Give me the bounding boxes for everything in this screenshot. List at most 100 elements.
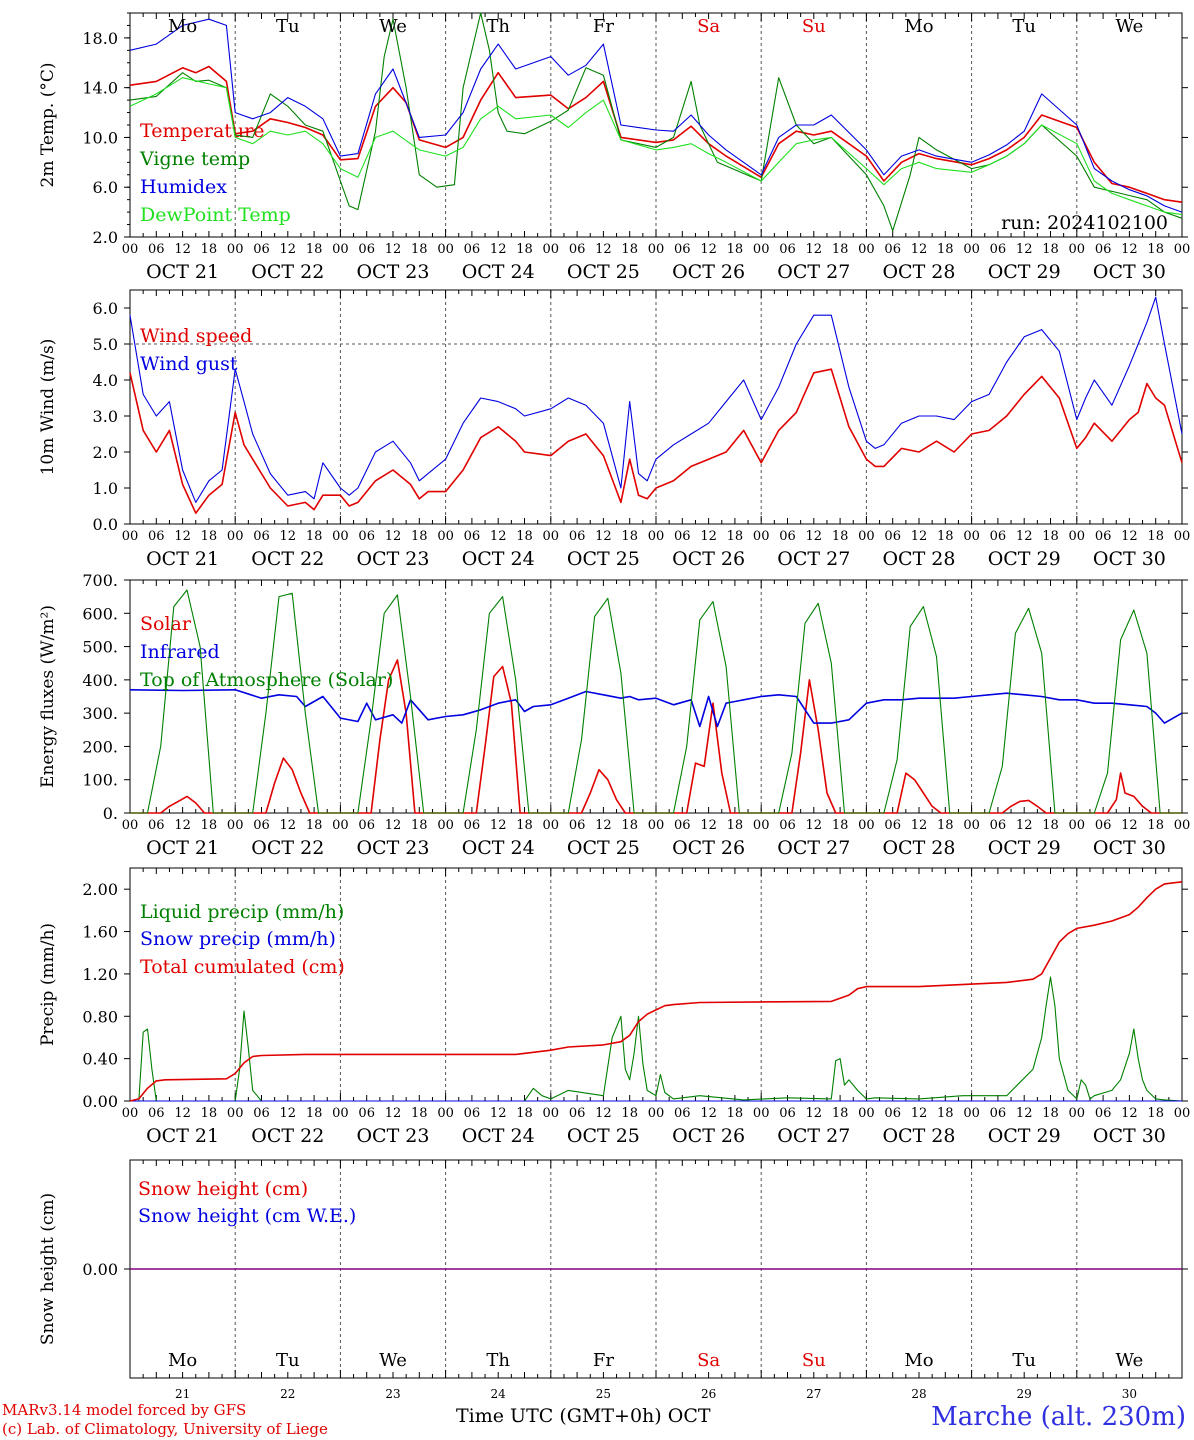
hour-tick-label: 18: [1147, 242, 1164, 257]
y-tick-label: 2.0: [93, 228, 118, 247]
y-tick-label: 200.: [82, 737, 118, 756]
hour-tick-label: 12: [806, 242, 823, 257]
date-label: OCT 27: [777, 837, 850, 859]
hour-tick-label: 12: [1121, 242, 1138, 257]
hour-tick-label: 12: [174, 242, 191, 257]
hour-tick-label: 12: [700, 1106, 717, 1121]
weekday-label: Tu: [1012, 1350, 1036, 1371]
series-line-temperature: [129, 65, 1183, 203]
date-label: OCT 28: [882, 261, 955, 283]
hour-tick-label: 18: [1042, 242, 1059, 257]
hour-tick-label: 18: [832, 529, 849, 544]
hour-tick-label: 06: [884, 1106, 901, 1121]
legend-entry: Wind speed: [140, 325, 252, 347]
hour-tick-label: 06: [674, 818, 691, 833]
hour-tick-label: 06: [358, 1106, 375, 1121]
hour-tick-label: 18: [1147, 529, 1164, 544]
hour-tick-label: 00: [648, 818, 665, 833]
y-axis-label: 10m Wind (m/s): [38, 339, 58, 476]
weekday-label: Mo: [904, 16, 933, 37]
hour-tick-label: 06: [148, 242, 165, 257]
panel-snow: 0.00 Snow height (cm) Snow height (cm) Snow…: [38, 1159, 1188, 1401]
weekday-label: We: [379, 1350, 407, 1371]
hour-tick-label: 12: [700, 242, 717, 257]
hour-tick-label: 00: [1069, 529, 1086, 544]
hour-tick-label: 12: [700, 529, 717, 544]
date-label: OCT 28: [882, 837, 955, 859]
hour-tick-label: 00: [122, 242, 139, 257]
y-tick-label: 300.: [82, 704, 118, 723]
hour-tick-label: 06: [1095, 529, 1112, 544]
hour-tick-label: 12: [280, 242, 297, 257]
hour-tick-label: 00: [227, 1106, 244, 1121]
y-tick-label: 700.: [82, 571, 118, 590]
weekday-label: Su: [802, 1350, 826, 1371]
y-tick-label: 6.0: [93, 178, 118, 197]
hour-tick-label: 00: [227, 529, 244, 544]
y-tick-label: 0.00: [82, 1092, 118, 1111]
legend-entry: Wind gust: [140, 353, 238, 375]
hour-tick-label: 18: [727, 1106, 744, 1121]
legend-entry: Snow height (cm): [138, 1178, 308, 1200]
hour-tick-label: 12: [280, 818, 297, 833]
y-tick-label: 1.0: [93, 479, 118, 498]
hour-tick-label: 00: [648, 242, 665, 257]
hour-tick-label: 06: [990, 529, 1007, 544]
date-label: OCT 29: [988, 1125, 1061, 1147]
day-number-label: 27: [806, 1387, 821, 1401]
hour-tick-label: 06: [253, 818, 270, 833]
hour-tick-label: 00: [227, 818, 244, 833]
hour-tick-label: 18: [1147, 1106, 1164, 1121]
weekday-label: Mo: [168, 1350, 197, 1371]
day-number-label: 30: [1122, 1387, 1137, 1401]
hour-tick-label: 00: [437, 242, 454, 257]
hour-tick-label: 18: [516, 1106, 533, 1121]
hour-tick-label: 06: [569, 1106, 586, 1121]
hour-tick-label: 06: [674, 529, 691, 544]
hour-tick-label: 06: [358, 818, 375, 833]
day-number-label: 23: [385, 1387, 400, 1401]
date-label: OCT 23: [356, 1125, 429, 1147]
legend-entry: Temperature: [140, 120, 264, 142]
y-tick-label: 0.0: [93, 515, 118, 534]
hour-tick-label: 18: [411, 529, 428, 544]
hour-tick-label: 00: [858, 242, 875, 257]
panel-temp: 2.0 6.0 10.0 14.0 18.0 2m Temp. (°C) Temperatu…: [38, 12, 1190, 283]
date-label: OCT 21: [146, 837, 219, 859]
hour-tick-label: 18: [937, 529, 954, 544]
hour-tick-label: 06: [148, 1106, 165, 1121]
lab-credit: (c) Lab. of Climatology, University of L…: [2, 1420, 328, 1438]
y-tick-label: 0.80: [82, 1007, 118, 1026]
hour-tick-label: 06: [253, 242, 270, 257]
hour-tick-label: 18: [621, 1106, 638, 1121]
hour-tick-label: 12: [595, 242, 612, 257]
day-number-label: 28: [911, 1387, 926, 1401]
hour-tick-label: 12: [490, 242, 507, 257]
hour-tick-label: 06: [253, 529, 270, 544]
hour-tick-label: 00: [1069, 242, 1086, 257]
hour-tick-label: 18: [727, 242, 744, 257]
hour-tick-label: 06: [990, 1106, 1007, 1121]
hour-tick-label: 06: [569, 529, 586, 544]
y-tick-label: 500.: [82, 638, 118, 657]
weekday-label: We: [379, 16, 407, 37]
hour-tick-label: 00: [437, 1106, 454, 1121]
hour-tick-label: 12: [595, 529, 612, 544]
hour-tick-label: 12: [911, 529, 928, 544]
y-tick-label: 18.0: [82, 29, 118, 48]
hour-tick-label: 18: [411, 1106, 428, 1121]
y-axis-label: Energy fluxes (W/m²): [38, 605, 58, 788]
hour-tick-label: 00: [963, 529, 980, 544]
y-tick-label: 1.20: [82, 965, 118, 984]
hour-tick-label: 06: [779, 529, 796, 544]
hour-tick-label: 12: [174, 818, 191, 833]
weekday-label: We: [1116, 16, 1144, 37]
y-tick-label: 2.00: [82, 880, 118, 899]
hour-tick-label: 12: [385, 818, 402, 833]
hour-tick-label: 06: [779, 1106, 796, 1121]
hour-tick-label: 00: [963, 818, 980, 833]
hour-tick-label: 00: [332, 529, 349, 544]
hour-tick-label: 06: [990, 818, 1007, 833]
hour-tick-label: 18: [201, 242, 218, 257]
hour-tick-label: 12: [1016, 1106, 1033, 1121]
